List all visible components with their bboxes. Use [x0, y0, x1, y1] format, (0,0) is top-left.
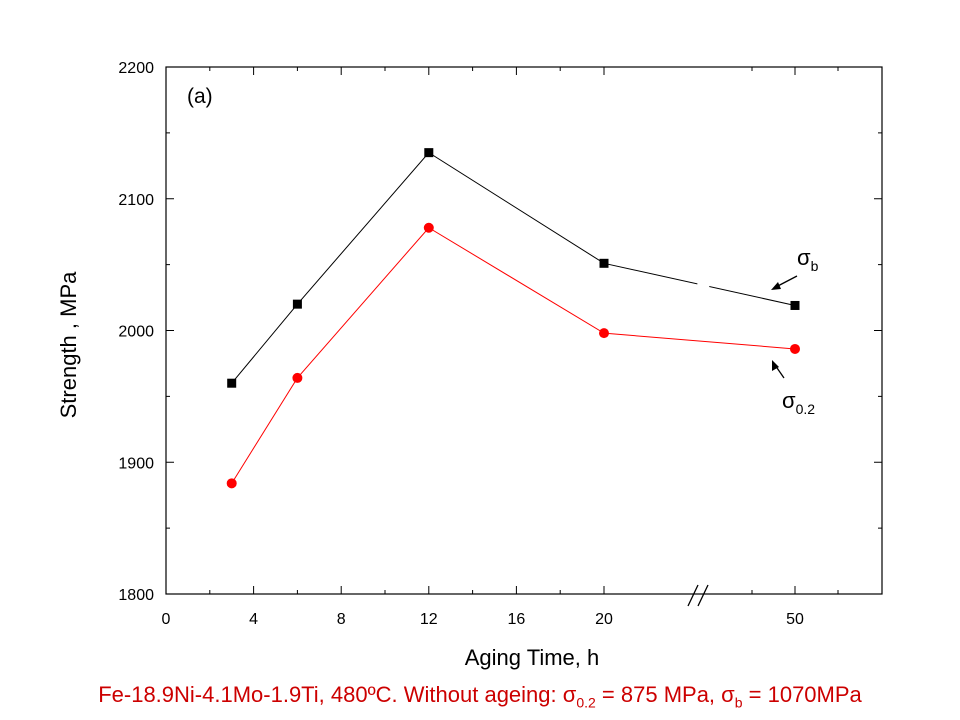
x-axis-break	[687, 584, 709, 607]
series-line-gap	[696, 282, 710, 289]
figure-caption: Fe-18.9Ni-4.1Mo-1.9Ti, 480ºC. Without ag…	[0, 682, 960, 710]
caption-sub-02: 0.2	[576, 694, 596, 711]
data-point-square	[790, 300, 800, 310]
data-point-circle	[292, 372, 303, 383]
sigma-02-subscript: 0.2	[796, 401, 816, 417]
data-point-square	[227, 378, 237, 388]
y-axis-title: Strength , MPa	[56, 271, 81, 419]
y-tick-label: 2000	[118, 324, 154, 341]
tick-labels: 1800 1900 2000 2100 2200 0 4 8 12 16 20 50	[118, 60, 804, 628]
sigma-b-arrowhead	[771, 282, 781, 290]
svg-text:σ0.2: σ0.2	[782, 388, 815, 417]
axis-ticks	[165, 66, 882, 595]
data-point-square	[599, 258, 609, 268]
data-point-circle	[423, 222, 434, 233]
y-tick-label: 2100	[118, 192, 154, 209]
y-tick-label: 2200	[118, 60, 154, 77]
plot-axes	[165, 66, 883, 595]
x-tick-label: 8	[337, 611, 346, 628]
sigma-02-arrowhead	[772, 360, 779, 371]
panel-label: (a)	[187, 85, 213, 108]
x-tick-label: 16	[508, 611, 526, 628]
x-axis-title: Aging Time, h	[465, 645, 600, 670]
sigma-b-symbol: σ	[797, 245, 811, 270]
caption-mid: = 875 MPa, σ	[595, 682, 735, 707]
x-tick-label: 20	[595, 611, 613, 628]
data-point-circle	[790, 343, 800, 354]
data-point-square	[424, 148, 434, 158]
data-point-circle	[599, 328, 609, 339]
series-layer	[226, 148, 800, 489]
data-point-circle	[226, 478, 237, 489]
series-line	[231, 227, 796, 484]
x-tick-label: 12	[420, 611, 438, 628]
y-tick-label: 1800	[118, 587, 154, 604]
caption-main: Fe-18.9Ni-4.1Mo-1.9Ti, 480ºC. Without ag…	[98, 682, 577, 707]
series-sigma-b	[227, 148, 800, 388]
caption-sub-b: b	[734, 694, 743, 711]
series-line	[231, 151, 796, 384]
series-sigma-02	[226, 222, 800, 489]
caption-end: = 1070MPa	[742, 682, 862, 707]
sigma-b-annotation: σb	[771, 245, 819, 290]
x-tick-label: 0	[162, 611, 171, 628]
x-tick-label: 4	[249, 611, 258, 628]
data-point-square	[292, 299, 302, 309]
sigma-02-symbol: σ	[782, 388, 796, 413]
plot-frame	[165, 66, 883, 595]
sigma-02-annotation: σ0.2	[772, 360, 815, 417]
svg-text:σb: σb	[797, 245, 819, 274]
sigma-b-subscript: b	[811, 258, 819, 274]
x-tick-label: 50	[786, 611, 804, 628]
y-tick-label: 1900	[118, 455, 154, 472]
